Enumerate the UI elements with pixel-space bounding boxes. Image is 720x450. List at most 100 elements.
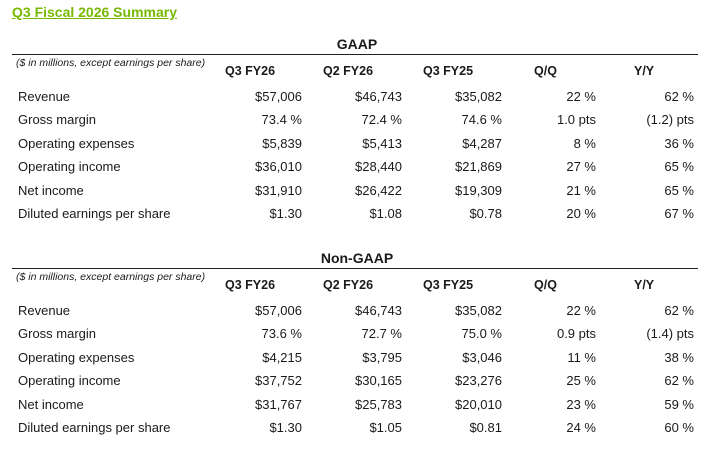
table-cell: $26,422	[355, 182, 402, 198]
table-cell: 72.4 %	[361, 112, 402, 128]
table-cell: 73.4 %	[261, 112, 302, 128]
table-row: Diluted earnings per share $1.30 $1.05 $0.8…	[12, 416, 698, 439]
table-cell: $28,440	[355, 159, 402, 175]
table-cell: 73.6 %	[261, 326, 302, 342]
table-cell: 0.9 pts	[556, 326, 596, 342]
row-label: Gross margin	[18, 326, 97, 342]
col-header: Q3 FY26	[225, 278, 276, 292]
col-header: Q3 FY26	[225, 64, 276, 78]
table-cell: 62 %	[664, 303, 694, 318]
table-cell: $23,276	[455, 373, 502, 389]
table-cell: $46,743	[355, 303, 402, 318]
table-cell: $5,839	[262, 135, 302, 151]
row-label: Revenue	[18, 303, 71, 318]
row-label: Operating expenses	[18, 349, 135, 365]
col-header: Q3 FY25	[423, 64, 474, 78]
table-cell: 25 %	[566, 373, 596, 389]
table-row: Revenue $57,006 $46,743 $35,082 22 % 62 %	[12, 299, 698, 322]
gaap-header-row: ($ in millions, except earnings per shar…	[12, 55, 698, 85]
col-header: Q2 FY26	[323, 64, 374, 78]
table-cell: 20 %	[566, 205, 596, 221]
col-header: Q/Q	[534, 278, 557, 292]
table-cell: $3,046	[462, 349, 502, 365]
row-label: Operating income	[18, 373, 121, 389]
table-cell: 74.6 %	[461, 112, 502, 128]
units-note: ($ in millions, except earnings per shar…	[16, 57, 206, 69]
table-cell: 62 %	[664, 373, 694, 389]
table-cell: $35,082	[455, 303, 502, 318]
table-row: Gross margin 73.4 % 72.4 % 74.6 % 1.0 pts (1.…	[12, 108, 698, 131]
table-cell: 60 %	[664, 419, 694, 435]
table-cell: $1.05	[369, 419, 402, 435]
table-cell: 1.0 pts	[556, 112, 596, 128]
table-cell: $46,743	[355, 89, 402, 104]
table-cell: $20,010	[455, 396, 502, 412]
table-cell: $3,795	[362, 349, 402, 365]
col-header: Q/Q	[534, 64, 557, 78]
row-label: Net income	[18, 396, 84, 412]
table-cell: $4,215	[262, 349, 302, 365]
table-cell: $1.30	[269, 419, 302, 435]
table-cell: (1.4) pts	[646, 326, 694, 342]
table-cell: 67 %	[664, 205, 694, 221]
units-note: ($ in millions, except earnings per shar…	[16, 271, 206, 283]
table-cell: $0.78	[469, 205, 502, 221]
table-cell: 75.0 %	[461, 326, 502, 342]
table-cell: 36 %	[664, 135, 694, 151]
col-header: Q2 FY26	[323, 278, 374, 292]
table-cell: 62 %	[664, 89, 694, 104]
table-cell: $35,082	[455, 89, 502, 104]
nongaap-table-body: Revenue $57,006 $46,743 $35,082 22 % 62 % Gros…	[12, 299, 698, 439]
table-cell: $1.08	[369, 205, 402, 221]
table-cell: 22 %	[566, 303, 596, 318]
row-label: Operating income	[18, 159, 121, 175]
table-cell: $19,309	[455, 182, 502, 198]
nongaap-heading: Non-GAAP	[320, 250, 394, 266]
col-header: Y/Y	[634, 64, 655, 78]
table-cell: 59 %	[664, 396, 694, 412]
table-cell: $5,413	[362, 135, 402, 151]
table-cell: 22 %	[566, 89, 596, 104]
table-row: Gross margin 73.6 % 72.7 % 75.0 % 0.9 pts (1.…	[12, 322, 698, 345]
table-cell: $21,869	[455, 159, 502, 175]
row-label: Diluted earnings per share	[18, 205, 171, 221]
table-cell: 38 %	[664, 349, 694, 365]
gaap-heading: GAAP	[336, 36, 378, 52]
table-cell: 65 %	[664, 182, 694, 198]
table-cell: (1.2) pts	[646, 112, 694, 128]
table-cell: $25,783	[355, 396, 402, 412]
table-cell: 65 %	[664, 159, 694, 175]
table-cell: $0.81	[469, 419, 502, 435]
table-row: Net income $31,767 $25,783 $20,010 23 % 59 %	[12, 393, 698, 416]
table-cell: $4,287	[462, 135, 502, 151]
row-label: Gross margin	[18, 112, 97, 128]
col-header: Q3 FY25	[423, 278, 474, 292]
table-row: Operating income $36,010 $28,440 $21,869 27 …	[12, 155, 698, 178]
col-header: Y/Y	[634, 278, 655, 292]
table-row: Operating expenses $5,839 $5,413 $4,287 8 % 3…	[12, 132, 698, 155]
table-cell: $31,910	[255, 182, 302, 198]
table-cell: 24 %	[566, 419, 596, 435]
table-cell: $30,165	[355, 373, 402, 389]
table-cell: $36,010	[255, 159, 302, 175]
table-cell: $31,767	[255, 396, 302, 412]
row-label: Revenue	[18, 89, 71, 104]
nongaap-header-row: ($ in millions, except earnings per shar…	[12, 269, 698, 299]
table-cell: $37,752	[255, 373, 302, 389]
table-cell: $57,006	[255, 89, 302, 104]
table-row: Diluted earnings per share $1.30 $1.08 $0.7…	[12, 202, 698, 225]
table-cell: 23 %	[566, 396, 596, 412]
gaap-rule	[12, 54, 698, 55]
table-row: Operating income $37,752 $30,165 $23,276 25 …	[12, 369, 698, 392]
row-label: Diluted earnings per share	[18, 419, 171, 435]
row-label: Operating expenses	[18, 135, 135, 151]
table-row: Operating expenses $4,215 $3,795 $3,046 11 %…	[12, 346, 698, 369]
table-row: Revenue $57,006 $46,743 $35,082 22 % 62 %	[12, 85, 698, 108]
gaap-section: GAAP ($ in millions, except earnings per…	[12, 34, 698, 225]
table-row: Net income $31,910 $26,422 $19,309 21 % 65 %	[12, 179, 698, 202]
table-cell: 8 %	[573, 135, 596, 151]
table-cell: 27 %	[566, 159, 596, 175]
page-title: Q3 Fiscal 2026 Summary	[12, 4, 177, 20]
table-cell: 11 %	[567, 349, 596, 365]
nongaap-rule	[12, 268, 698, 269]
